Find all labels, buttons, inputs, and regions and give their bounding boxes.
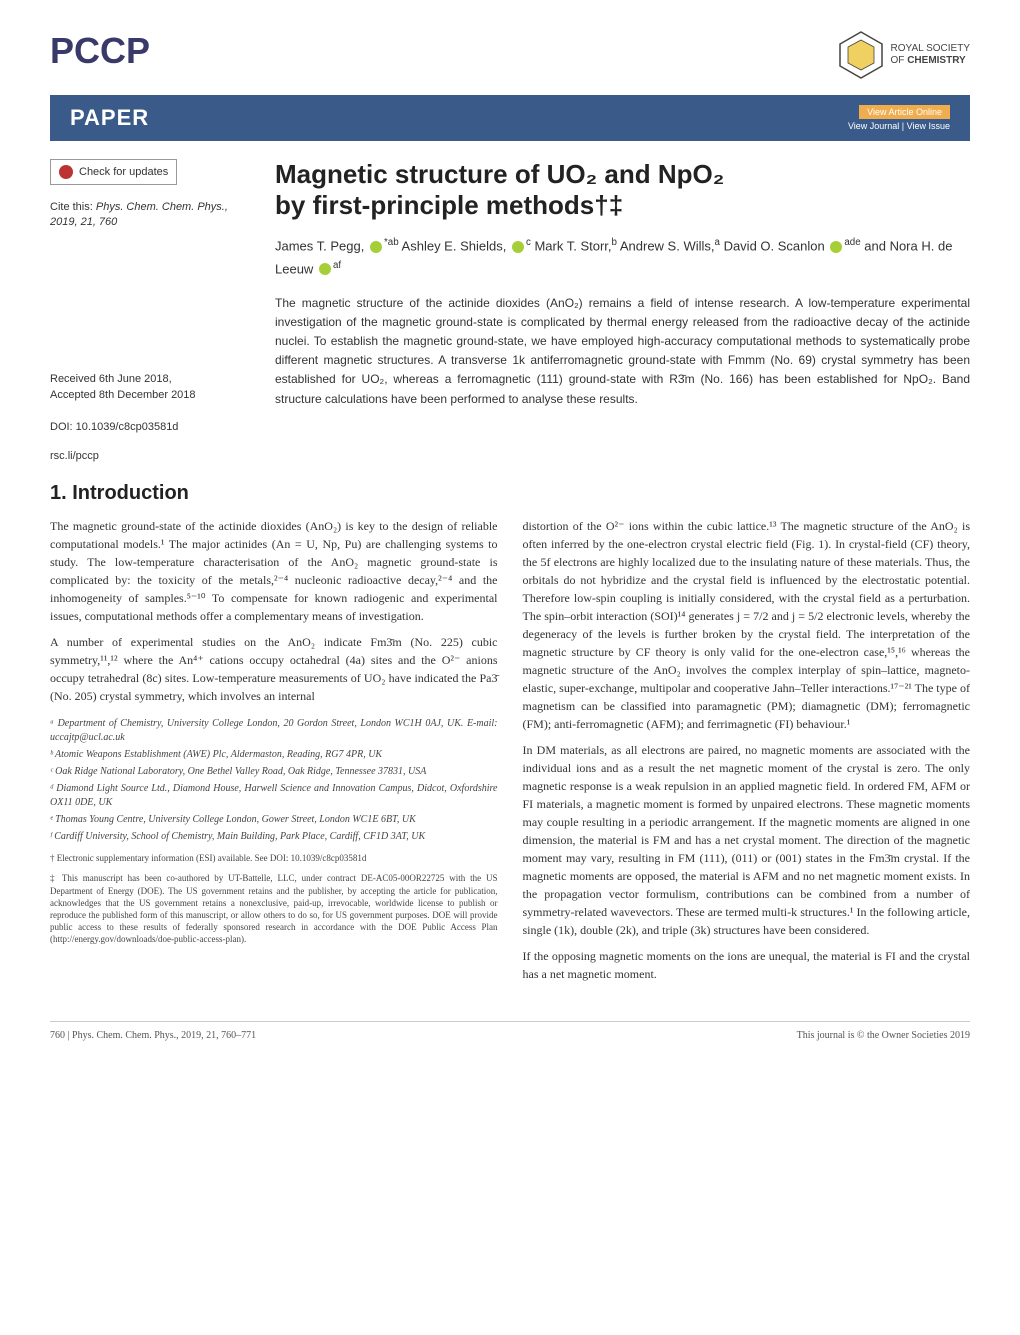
body-col-right: distortion of the O²⁻ ions within the cu…: [523, 517, 971, 991]
affil-f: ᶠ Cardiff University, School of Chemistr…: [50, 830, 498, 844]
author-5: David O. Scanlon: [724, 239, 825, 254]
affiliations: ᵃ Department of Chemistry, University Co…: [50, 717, 498, 844]
footnote-dagger: † Electronic supplementary information (…: [50, 852, 498, 864]
author-1: James T. Pegg,: [275, 239, 364, 254]
section-title-intro: 1. Introduction: [50, 482, 970, 505]
author-2-sup: c: [526, 237, 531, 248]
check-updates-button[interactable]: Check for updates: [50, 159, 177, 185]
rsc-logo-icon: [836, 30, 886, 80]
doi-text[interactable]: DOI: 10.1039/c8cp03581d: [50, 419, 250, 436]
abstract: The magnetic structure of the actinide d…: [275, 294, 970, 409]
intro-para-1: The magnetic ground-state of the actinid…: [50, 517, 498, 625]
author-6-sup: af: [333, 260, 341, 271]
author-2: Ashley E. Shields,: [402, 239, 507, 254]
body-columns: The magnetic ground-state of the actinid…: [50, 517, 970, 991]
orcid-icon[interactable]: [370, 241, 382, 253]
main-columns: Check for updates Cite this: Phys. Chem.…: [50, 159, 970, 462]
publisher-logo-text: ROYAL SOCIETY OF OF CHEMISTRYCHEMISTRY: [891, 43, 970, 67]
doi-block: DOI: 10.1039/c8cp03581d: [50, 419, 250, 436]
footnotes: † Electronic supplementary information (…: [50, 852, 498, 945]
received-date: Received 6th June 2018,: [50, 371, 250, 388]
view-article-link[interactable]: View Article Online: [859, 105, 950, 119]
accepted-date: Accepted 8th December 2018: [50, 387, 250, 404]
author-3: Mark T. Storr,: [534, 239, 611, 254]
intro-para-5: If the opposing magnetic moments on the …: [523, 947, 971, 983]
body-col-left: The magnetic ground-state of the actinid…: [50, 517, 498, 991]
left-sidebar: Check for updates Cite this: Phys. Chem.…: [50, 159, 250, 462]
orcid-icon[interactable]: [830, 241, 842, 253]
article-header: Magnetic structure of UO₂ and NpO₂ by fi…: [275, 159, 970, 462]
intro-para-2: A number of experimental studies on the …: [50, 633, 498, 705]
title-line-2: by first-principle methods†‡: [275, 190, 623, 220]
orcid-icon[interactable]: [319, 263, 331, 275]
paper-label: PAPER: [70, 105, 149, 131]
title-line-1: Magnetic structure of UO₂ and NpO₂: [275, 159, 724, 189]
banner-links: View Article Online View Journal | View …: [848, 105, 950, 131]
view-journal-link[interactable]: View Journal | View Issue: [848, 121, 950, 131]
affil-a: ᵃ Department of Chemistry, University Co…: [50, 717, 498, 745]
affil-e: ᵉ Thomas Young Centre, University Colleg…: [50, 813, 498, 827]
affil-b: ᵇ Atomic Weapons Establishment (AWE) Plc…: [50, 748, 498, 762]
orcid-icon[interactable]: [512, 241, 524, 253]
footer-right: This journal is © the Owner Societies 20…: [797, 1030, 970, 1041]
affil-c: ᶜ Oak Ridge National Laboratory, One Bet…: [50, 765, 498, 779]
footnote-ddagger: ‡ This manuscript has been co-authored b…: [50, 872, 498, 945]
header-row: PCCP ROYAL SOCIETY OF OF CHEMISTRYCHEMIS…: [50, 30, 970, 80]
affil-d: ᵈ Diamond Light Source Ltd., Diamond Hou…: [50, 782, 498, 810]
cite-block: Cite this: Phys. Chem. Chem. Phys., 2019…: [50, 200, 250, 231]
crossmark-icon: [59, 165, 73, 179]
footer-left: 760 | Phys. Chem. Chem. Phys., 2019, 21,…: [50, 1030, 256, 1041]
journal-title: PCCP: [50, 30, 150, 72]
author-4: Andrew S. Wills,: [620, 239, 715, 254]
author-4-sup: a: [715, 237, 720, 248]
cite-label: Cite this:: [50, 201, 93, 213]
page-footer: 760 | Phys. Chem. Chem. Phys., 2019, 21,…: [50, 1021, 970, 1041]
article-title: Magnetic structure of UO₂ and NpO₂ by fi…: [275, 159, 970, 221]
authors-list: James T. Pegg, *ab Ashley E. Shields, c …: [275, 235, 970, 279]
check-updates-label: Check for updates: [79, 166, 168, 178]
author-3-sup: b: [612, 237, 617, 248]
logo-text-1: ROYAL SOCIETY: [891, 43, 970, 55]
intro-para-4: In DM materials, as all electrons are pa…: [523, 741, 971, 939]
publisher-logo: ROYAL SOCIETY OF OF CHEMISTRYCHEMISTRY: [836, 30, 970, 80]
paper-banner: PAPER View Article Online View Journal |…: [50, 95, 970, 141]
rsc-link[interactable]: rsc.li/pccp: [50, 450, 250, 462]
logo-text-2: OF OF CHEMISTRYCHEMISTRY: [891, 55, 970, 67]
author-5-sup: ade: [844, 237, 860, 248]
dates-block: Received 6th June 2018, Accepted 8th Dec…: [50, 371, 250, 404]
author-1-sup: *ab: [384, 237, 399, 248]
intro-para-3: distortion of the O²⁻ ions within the cu…: [523, 517, 971, 733]
